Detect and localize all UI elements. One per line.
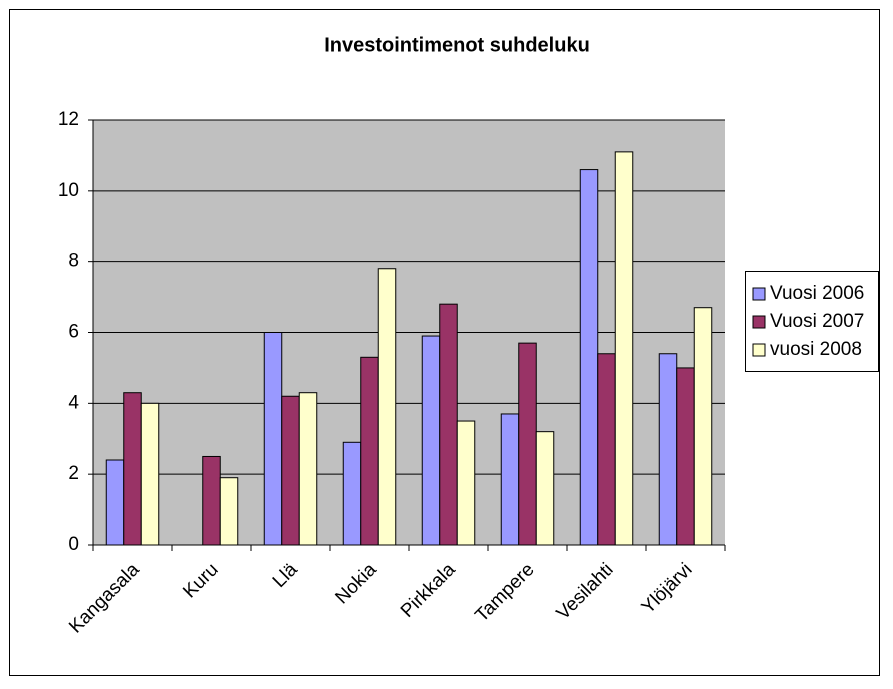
bar	[123, 392, 142, 546]
bar	[342, 441, 362, 546]
y-tick-label: 4	[68, 392, 79, 413]
bar	[518, 342, 537, 546]
bar	[377, 268, 397, 546]
y-tick-label: 2	[68, 463, 79, 484]
bar	[105, 459, 125, 546]
bar	[676, 367, 695, 546]
bar	[421, 335, 441, 546]
legend-label: Vuosi 2007	[770, 311, 864, 332]
bar	[202, 455, 221, 546]
legend-label: vuosi 2008	[770, 339, 862, 360]
bar	[439, 303, 458, 546]
bar	[140, 402, 160, 546]
bar	[693, 307, 713, 546]
bar	[456, 420, 476, 546]
bar	[263, 332, 283, 546]
bar	[281, 395, 300, 546]
bar	[298, 392, 318, 546]
bar	[535, 431, 555, 546]
y-tick-label: 0	[68, 534, 79, 555]
bar	[658, 353, 678, 546]
chart-title: Investointimenot suhdeluku	[324, 34, 590, 56]
bar	[360, 356, 379, 546]
legend-swatch	[752, 287, 766, 301]
legend-swatch	[752, 343, 766, 357]
legend-swatch	[752, 315, 766, 329]
bar	[500, 413, 520, 546]
bar	[614, 151, 634, 546]
bar	[597, 353, 616, 546]
y-tick-label: 6	[68, 322, 79, 343]
legend-label: Vuosi 2006	[770, 283, 864, 304]
bar	[219, 477, 239, 546]
legend-box	[745, 271, 879, 372]
y-tick-label: 8	[68, 251, 79, 272]
y-tick-label: 10	[58, 180, 79, 201]
bar	[579, 169, 599, 546]
y-tick-label: 12	[58, 109, 79, 130]
